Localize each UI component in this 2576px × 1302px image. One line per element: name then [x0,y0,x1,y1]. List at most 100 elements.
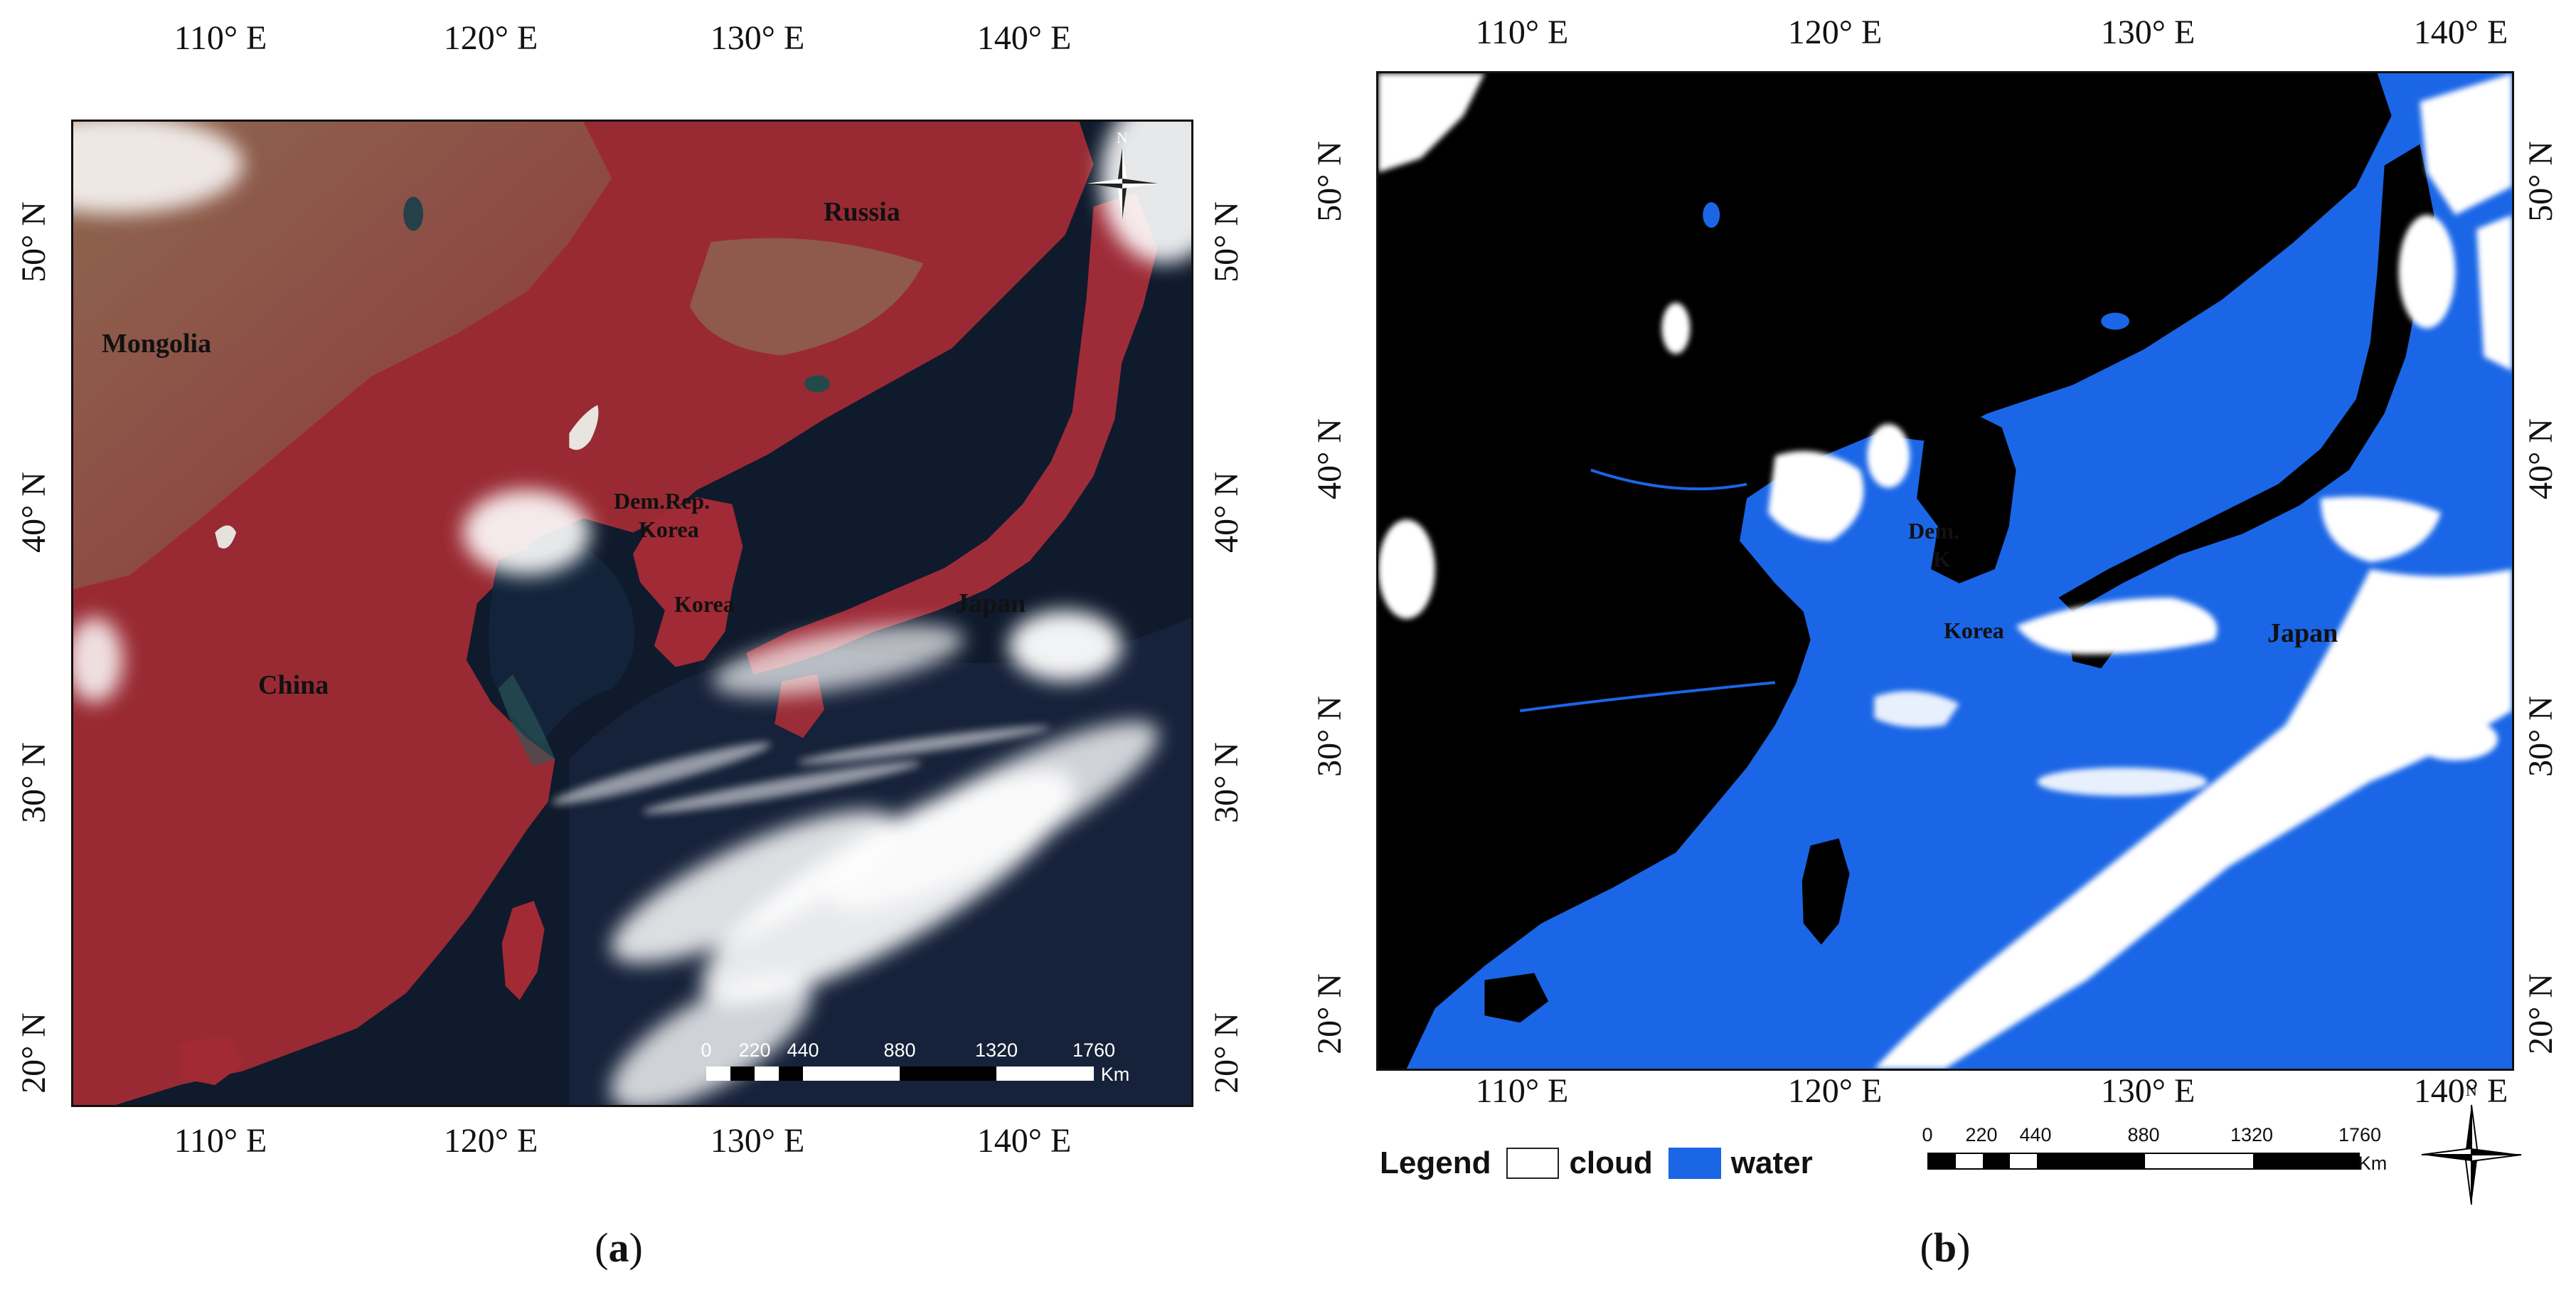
lat-tick-right: 30° N [2522,696,2560,777]
compass-icon [2421,1104,2522,1205]
label-north-korea-line1: Dem.Rep. [614,488,710,514]
lon-tick-top: 140° E [976,19,1072,57]
compass-icon [1087,148,1158,219]
lon-tick-bottom: 110° E [174,1122,267,1160]
label-japan: Japan [2267,618,2338,648]
hainan-island [179,1035,244,1086]
scale-segment [1983,1154,2010,1168]
scale-tick-label: 880 [2127,1124,2160,1145]
land-class [1378,73,2392,1069]
label-russia: Russia [824,197,900,227]
scale-tick-label: 220 [1965,1124,1998,1145]
label-mongolia: Mongolia [102,329,212,359]
lon-tick-top: 120° E [443,19,538,57]
north-label: N [1117,129,1128,147]
scale-segment [706,1067,730,1081]
lat-tick-left: 40° N [15,472,53,553]
label-south-korea: Korea [1944,618,2004,643]
lon-tick-bottom: 120° E [443,1122,538,1160]
legend-label-water: water [1730,1145,1813,1180]
river-water-class [1590,468,1747,491]
river-water-class [1519,681,1776,713]
label-north-korea-line1: Dem. [1908,518,1959,544]
label-north-korea-line2: K [1933,546,1951,572]
coastal-turbid-water [498,674,555,767]
scale-unit: Km [2358,1153,2388,1174]
lat-tick-left: 20° N [1311,973,1348,1054]
panel-a: 110° E 120° E 130° E 140° E 110° E 120° … [0,0,1280,1302]
lat-tick-left: 50° N [1311,141,1348,222]
lake [804,375,830,393]
lat-tick-left: 30° N [1311,696,1348,777]
taiwan-island [501,901,545,1000]
legend-title: Legend [1380,1145,1491,1180]
lat-tick-right: 20° N [1208,1012,1245,1094]
north-arrow: N [2418,1081,2525,1210]
false-color-satellite-map: Russia Mongolia Dem.Rep. Korea Korea Jap… [71,120,1193,1107]
scale-segment [2010,1154,2037,1168]
scale-segment [803,1067,900,1081]
lon-tick-bottom: 110° E [1475,1072,1569,1110]
scale-tick-label: 440 [787,1039,819,1061]
lat-tick-right: 50° N [1208,201,1245,282]
scale-segment [996,1067,1094,1081]
japan-islands [746,192,1158,674]
label-japan: Japan [955,588,1026,618]
panel-caption-b: (b) [1920,1224,1971,1271]
bright-feature [215,525,237,549]
scale-tick-label: 0 [701,1039,712,1061]
legend-swatch-cloud [1506,1148,1560,1179]
scale-segment [755,1067,779,1081]
korean-peninsula [632,497,743,667]
lon-tick-bottom: 140° E [976,1122,1072,1160]
japan-land-class [2058,144,2434,612]
lat-tick-left: 20° N [15,1012,53,1094]
arid-region-2 [689,238,924,356]
korea-land-class [1917,413,2016,583]
scale-bar: 0 220 440 880 1320 1760 Km [1920,1124,2390,1188]
scale-segments [706,1067,1094,1081]
cloud-layer [73,122,1191,1105]
map-legend: Legend cloud water [1380,1145,1813,1181]
scale-tick-label: 220 [738,1039,771,1061]
scale-segment [1956,1154,1983,1168]
cloud-streaks [551,726,1050,814]
lake [403,196,424,231]
arid-region [73,122,612,590]
scale-segment [730,1067,755,1081]
scale-tick-label: 0 [1922,1124,1933,1145]
lon-tick-bottom: 120° E [1787,1072,1883,1110]
classification-image [1378,73,2512,1069]
scale-segment [779,1067,803,1081]
lon-tick-top: 110° E [1475,14,1569,51]
yellow-sea [489,544,634,746]
lake-water-class [2101,312,2130,330]
satellite-image [73,122,1191,1105]
lon-tick-bottom: 130° E [710,1122,805,1160]
lat-tick-right: 40° N [1208,472,1245,553]
lat-tick-left: 50° N [15,201,53,282]
lon-tick-bottom: 140° E [2413,1072,2508,1110]
scale-unit: Km [1100,1064,1130,1085]
lat-tick-left: 30° N [15,742,53,823]
panel-b: 110° E 120° E 130° E 140° E 110° E 120° … [1280,0,2576,1302]
label-south-korea: Korea [674,591,735,617]
label-china: China [258,670,329,700]
lon-tick-top: 130° E [2100,14,2196,51]
scale-segment [2037,1154,2145,1168]
scale-tick-label: 1760 [1072,1039,1116,1061]
lon-tick-top: 110° E [174,19,267,57]
legend-swatch-water [1668,1148,1721,1179]
lon-tick-bottom: 130° E [2100,1072,2196,1110]
scale-segment [2145,1154,2253,1168]
cloud-class [1378,73,2512,1069]
water-cloud-classification-map: Dem. K Korea Japan [1376,71,2514,1071]
bright-feature [569,405,599,450]
scale-segment [2253,1154,2358,1168]
scale-segment [1929,1154,1956,1168]
scale-segments [1927,1153,2360,1170]
scale-tick-label: 440 [2019,1124,2052,1145]
scale-bar: 0 220 440 880 1320 1760 Km [699,1039,1161,1096]
lon-tick-top: 120° E [1787,14,1883,51]
panel-caption-a: (a) [595,1224,643,1271]
